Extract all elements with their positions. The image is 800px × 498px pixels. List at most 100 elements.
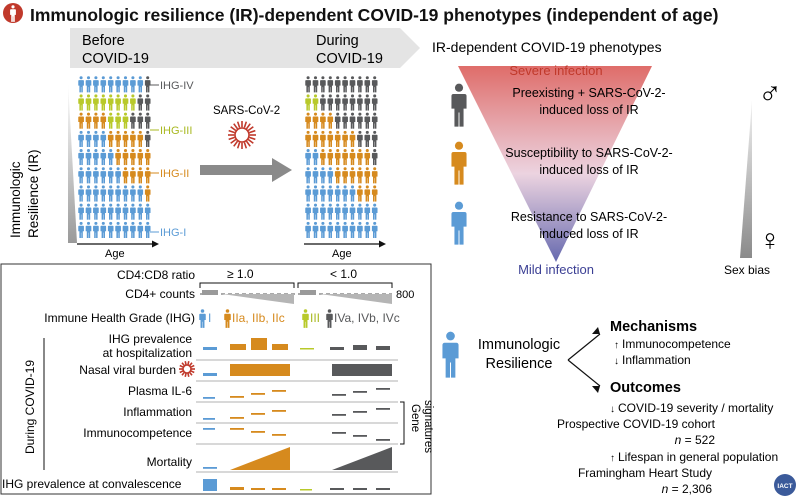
before-label: Before xyxy=(82,33,125,49)
ratio-bracket-low xyxy=(297,282,393,288)
sex-bias-label: Sex bias xyxy=(724,263,770,277)
il6-ihg-ii-1 xyxy=(251,393,265,395)
conv-ihg-iva xyxy=(330,488,344,490)
person-figure xyxy=(122,149,129,166)
mech-arrow-down-icon: ↓ xyxy=(614,356,619,367)
ratio-high: ≥ 1.0 xyxy=(227,267,254,281)
virus-body xyxy=(182,364,192,374)
out-arrow-up-icon: ↑ xyxy=(610,453,615,464)
person-figure xyxy=(342,112,348,129)
person-figure xyxy=(100,94,107,111)
row-mortality: Mortality xyxy=(147,455,192,469)
prev-hosp-ihg-iic xyxy=(272,344,288,350)
person-figure xyxy=(78,112,84,129)
person-figure xyxy=(349,94,356,111)
person-figure xyxy=(93,149,99,166)
person-figure xyxy=(320,130,326,147)
mild-infection-label: Mild infection xyxy=(518,262,594,277)
person-figure xyxy=(334,149,341,166)
row-immunocompetence: Immunocompetence xyxy=(83,426,192,440)
mortality-ihg-ii xyxy=(230,447,290,470)
title-badge xyxy=(3,3,23,23)
person-figure xyxy=(327,130,334,147)
inflam-ihg-iv-2 xyxy=(376,408,390,410)
conv-ihg-iic xyxy=(272,488,286,490)
person-figure xyxy=(327,221,334,238)
person-figure xyxy=(327,203,334,220)
person-figure xyxy=(364,112,371,129)
person-figure xyxy=(93,94,99,111)
inflam-ihg-iv-0 xyxy=(332,414,346,416)
person-figure xyxy=(144,130,151,147)
person-figure xyxy=(107,130,114,147)
gene-signature-label-2: signatures xyxy=(422,400,434,453)
person-figure xyxy=(85,221,92,238)
phenotype-3-line1: Resistance to SARS-CoV-2- xyxy=(511,210,667,224)
person-figure xyxy=(78,130,84,147)
branch-arrow-up-head xyxy=(592,327,600,334)
person-figure xyxy=(130,94,136,111)
out-framingham: Framingham Heart Study xyxy=(578,466,712,480)
person-figure xyxy=(115,203,121,220)
person-figure xyxy=(334,76,341,93)
virus-spike xyxy=(181,362,185,367)
ihg-i-person-icon xyxy=(199,309,206,328)
person-figure xyxy=(78,149,84,166)
person-figure xyxy=(342,149,348,166)
person-figure xyxy=(357,94,363,111)
person-figure xyxy=(107,221,114,238)
person-figure xyxy=(93,130,99,147)
person-figure xyxy=(305,167,311,184)
person-figure xyxy=(357,112,363,129)
resilience-label-2: Resilience xyxy=(486,356,553,372)
person-figure xyxy=(364,167,371,184)
branch-arrows xyxy=(567,333,601,387)
nasal-ihg-i xyxy=(203,373,217,376)
immuno-ihg-ii-0 xyxy=(230,428,244,430)
ihg-iv-person-icon xyxy=(326,309,333,328)
person-figure xyxy=(115,221,121,238)
person-figure xyxy=(364,149,371,166)
person-figure xyxy=(327,149,334,166)
person-figure xyxy=(100,130,107,147)
person-figure xyxy=(320,167,326,184)
virus-spike xyxy=(189,362,193,367)
ihg-iv-label: IHG-IV xyxy=(160,80,194,92)
person-figure xyxy=(342,94,348,111)
person-figure xyxy=(93,76,99,93)
virus-spike xyxy=(236,121,241,128)
person-figure xyxy=(130,167,136,184)
person-figure xyxy=(312,149,319,166)
prev-hosp-ihg-ivb xyxy=(353,345,367,350)
person-figure xyxy=(364,221,371,238)
person-figure xyxy=(334,112,341,129)
phenotype-2-line1: Susceptibility to SARS-CoV-2- xyxy=(505,146,672,160)
inflam-ihg-ii-1 xyxy=(251,413,265,415)
virus-spike xyxy=(179,364,184,368)
person-figure xyxy=(115,185,121,202)
person-figure xyxy=(85,149,92,166)
person-figure xyxy=(371,221,378,238)
virus-spike xyxy=(190,370,195,374)
prev-hosp-ihg-iia xyxy=(230,344,246,350)
person-figure xyxy=(122,221,129,238)
person-figure xyxy=(364,130,371,147)
mech-immunocompetence: Immunocompetence xyxy=(622,337,731,351)
prev-hosp-ihg-iii xyxy=(300,348,314,350)
phenotypes-title: IR-dependent COVID-19 phenotypes xyxy=(432,39,662,55)
person-figure xyxy=(349,167,356,184)
person-figure xyxy=(342,167,348,184)
person-figure xyxy=(349,185,356,202)
row-inflammation: Inflammation xyxy=(123,405,192,419)
conv-ihg-iia xyxy=(230,487,244,490)
sex-bias-gradient xyxy=(740,100,752,258)
person-figure xyxy=(312,167,319,184)
person-figure xyxy=(78,167,84,184)
person-figure xyxy=(144,185,151,202)
person-figure xyxy=(137,203,144,220)
person-figure xyxy=(122,76,129,93)
person-figure xyxy=(115,167,121,184)
person-figure xyxy=(334,185,341,202)
out-lifespan: Lifespan in general population xyxy=(618,450,778,464)
person-figure xyxy=(349,149,356,166)
